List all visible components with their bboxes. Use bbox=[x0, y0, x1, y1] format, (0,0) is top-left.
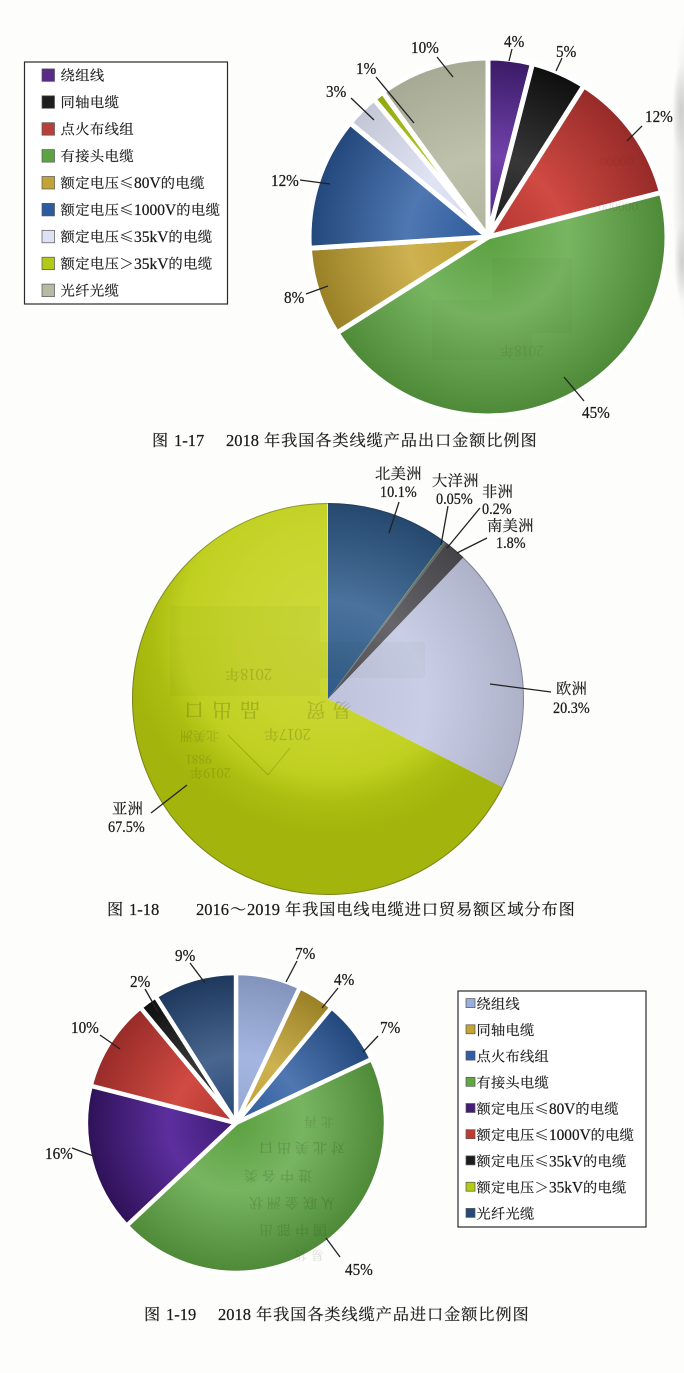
svg-text:1000V: 1000V bbox=[549, 1127, 591, 1144]
svg-text:8%: 8% bbox=[284, 287, 304, 307]
svg-text:7%: 7% bbox=[295, 943, 315, 963]
svg-text:12%: 12% bbox=[271, 170, 299, 190]
svg-text:1%: 1% bbox=[356, 58, 376, 78]
svg-text:1-17: 1-17 bbox=[174, 431, 204, 450]
svg-text:0.05%: 0.05% bbox=[436, 491, 473, 508]
svg-text:2018: 2018 bbox=[226, 431, 259, 450]
svg-text:4%: 4% bbox=[504, 31, 524, 51]
svg-text:80V: 80V bbox=[549, 1101, 575, 1118]
svg-text:35kV: 35kV bbox=[549, 1153, 583, 1170]
svg-text:2%: 2% bbox=[130, 971, 150, 991]
svg-text:16%: 16% bbox=[45, 1143, 73, 1163]
svg-text:2016: 2016 bbox=[196, 900, 229, 919]
svg-text:20.3%: 20.3% bbox=[553, 700, 590, 717]
svg-text:67.5%: 67.5% bbox=[108, 819, 145, 836]
svg-text:45%: 45% bbox=[345, 1259, 373, 1279]
svg-text:10%: 10% bbox=[71, 1017, 99, 1037]
svg-text:3%: 3% bbox=[326, 81, 346, 101]
svg-text:9%: 9% bbox=[175, 945, 195, 965]
svg-text:0.2%: 0.2% bbox=[482, 501, 512, 518]
svg-text:80V: 80V bbox=[134, 175, 162, 192]
svg-text:1-19: 1-19 bbox=[166, 1305, 196, 1324]
svg-text:4%: 4% bbox=[334, 969, 354, 989]
svg-text:1-18: 1-18 bbox=[129, 900, 159, 919]
svg-text:5%: 5% bbox=[556, 41, 576, 61]
svg-text:10%: 10% bbox=[411, 37, 439, 57]
svg-text:35kV: 35kV bbox=[134, 256, 169, 273]
svg-text:35kV: 35kV bbox=[549, 1180, 583, 1197]
svg-text:10.1%: 10.1% bbox=[380, 484, 417, 501]
svg-text:7%: 7% bbox=[380, 1017, 400, 1037]
svg-text:12%: 12% bbox=[645, 106, 673, 126]
svg-text:1.8%: 1.8% bbox=[496, 535, 526, 552]
svg-text:45%: 45% bbox=[582, 402, 610, 422]
svg-text:2019: 2019 bbox=[247, 900, 280, 919]
svg-text:2018: 2018 bbox=[218, 1305, 251, 1324]
svg-text:35kV: 35kV bbox=[134, 229, 169, 246]
svg-text:1000V: 1000V bbox=[134, 202, 177, 219]
